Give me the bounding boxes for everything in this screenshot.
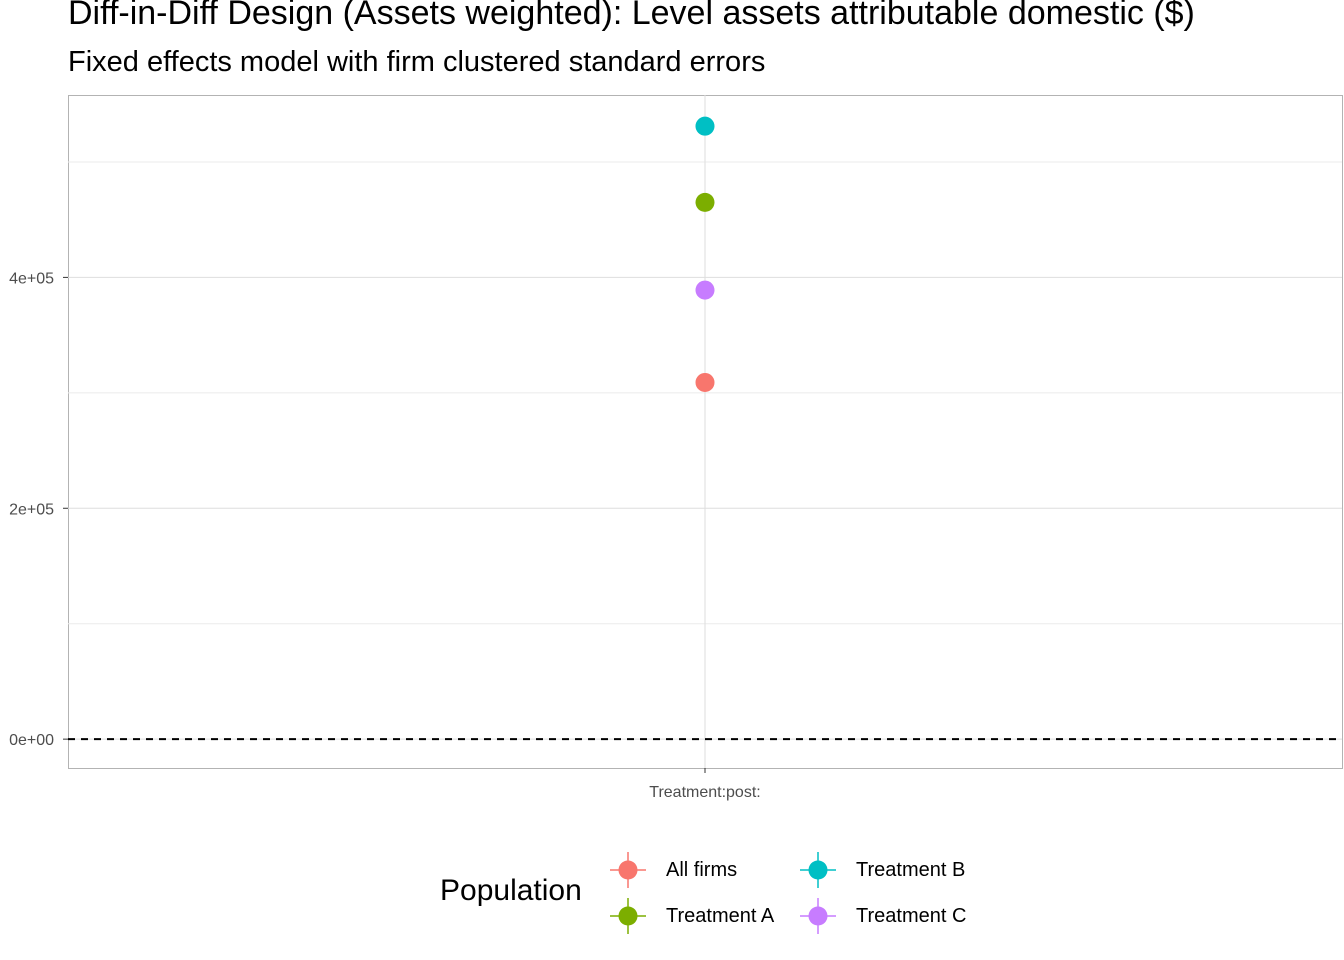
legend-label: Treatment B [856, 858, 966, 881]
data-point-all-firms [695, 372, 715, 392]
legend-label: All firms [666, 858, 738, 881]
legend-key-dot [618, 906, 638, 926]
x-tick-label: Treatment:post: [649, 784, 760, 801]
legend-label: Treatment C [856, 904, 967, 927]
legend-item-treatment-c: Treatment C [798, 896, 966, 936]
chart-title: Diff-in-Diff Design (Assets weighted): L… [68, 0, 1195, 32]
legend: Population All firms Treatment A Treatment… [440, 846, 1000, 946]
legend-key-treatment-b [800, 852, 836, 888]
data-point-treatment-b [695, 116, 715, 136]
legend-key-dot [808, 906, 828, 926]
legend-key-treatment-a [610, 898, 646, 934]
legend-key-dot [808, 860, 828, 880]
legend-key-treatment-c [800, 898, 836, 934]
legend-item-treatment-b: Treatment B [798, 850, 965, 890]
legend-label: Treatment A [666, 904, 775, 927]
legend-item-treatment-a: Treatment A [608, 896, 774, 936]
legend-item-all-firms: All firms [608, 850, 737, 890]
y-tick-label: 2e+05 [9, 501, 54, 518]
y-tick-label: 0e+00 [9, 732, 54, 749]
y-tick-label: 4e+05 [9, 270, 54, 287]
data-point-treatment-c [695, 280, 715, 300]
legend-title: Population [440, 874, 582, 907]
legend-key-all-firms [610, 852, 646, 888]
data-point-treatment-a [695, 192, 715, 212]
legend-key-dot [618, 860, 638, 880]
chart-subtitle: Fixed effects model with firm clustered … [68, 46, 766, 78]
